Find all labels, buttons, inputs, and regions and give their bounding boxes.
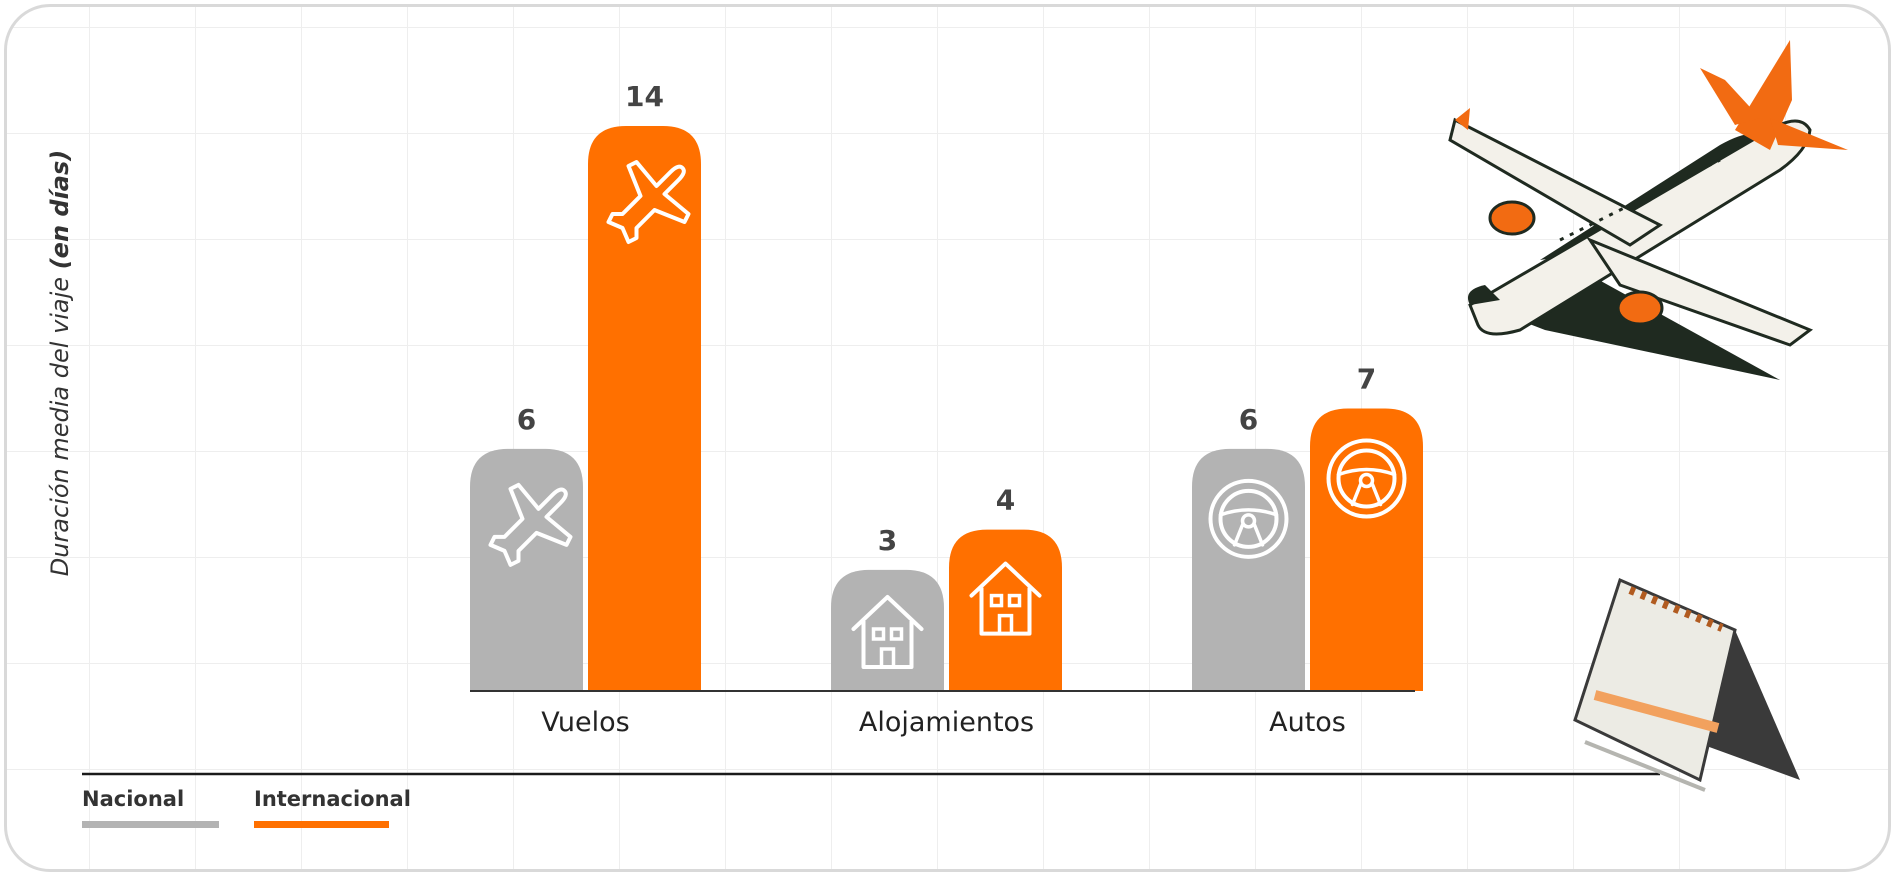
- bar-alojamientos-nacional: [831, 569, 944, 691]
- bar-alojamientos-internacional: [949, 529, 1062, 691]
- bar-autos-nacional: [1192, 448, 1305, 691]
- chart-card: [4, 4, 1891, 872]
- category-label-vuelos: Vuelos: [541, 707, 629, 738]
- calendar-illustration: [1573, 577, 1800, 792]
- value-label-autos-nacional: 6: [1239, 403, 1258, 436]
- value-label-vuelos-nacional: 6: [517, 403, 536, 436]
- airplane-illustration: [1448, 40, 1848, 380]
- category-label-autos: Autos: [1269, 707, 1346, 738]
- legend-swatch-nacional: [82, 821, 219, 828]
- y-axis-label: Duración media del viaje (en días): [46, 150, 74, 577]
- legend: Nacional Internacional: [82, 787, 411, 828]
- bar-vuelos-nacional: [470, 448, 583, 691]
- category-label-alojamientos: Alojamientos: [859, 707, 1034, 738]
- legend-label-internacional: Internacional: [254, 787, 411, 811]
- value-label-alojamientos-nacional: 3: [878, 524, 897, 557]
- legend-label-nacional: Nacional: [82, 787, 184, 811]
- legend-swatch-internacional: [254, 821, 389, 828]
- value-label-vuelos-internacional: 14: [625, 80, 664, 113]
- bar-vuelos-internacional: [588, 126, 701, 691]
- value-label-alojamientos-internacional: 4: [996, 484, 1015, 517]
- value-label-autos-internacional: 7: [1357, 363, 1376, 396]
